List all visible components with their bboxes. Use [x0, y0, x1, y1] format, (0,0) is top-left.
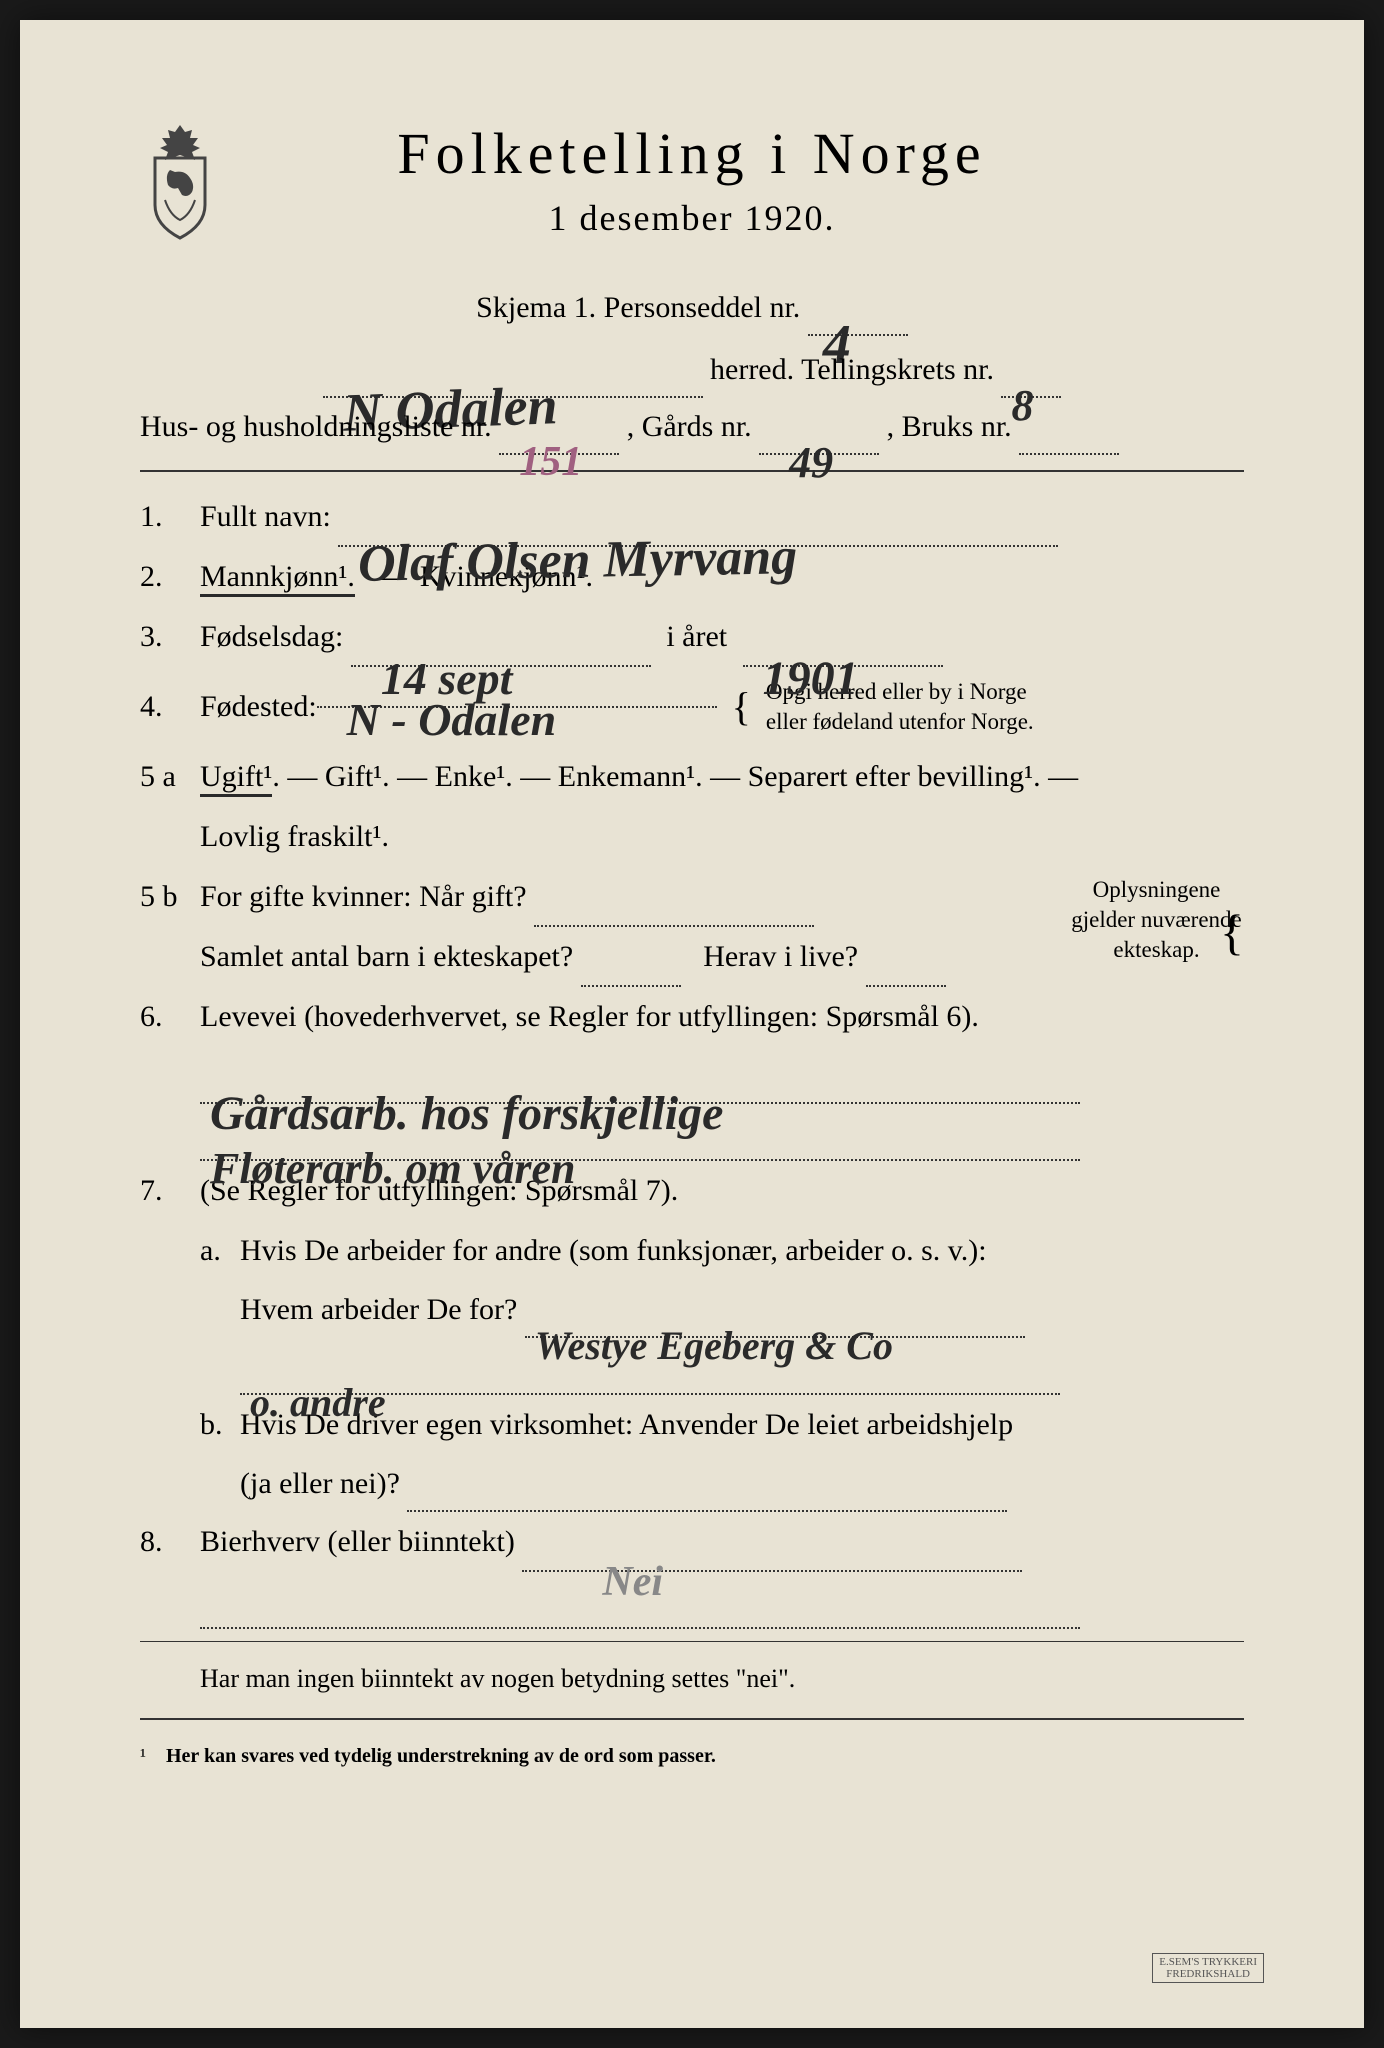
q7b-row2: (ja eller nei)?: [140, 1455, 1244, 1512]
footnote-bold: understrekning av de ord som passer.: [397, 1745, 716, 1767]
q5a-opts2: Lovlig fraskilt¹.: [200, 807, 1244, 867]
q3-year-label: i året: [666, 620, 727, 653]
q5a-row2: Lovlig fraskilt¹.: [140, 807, 1244, 867]
bottom-note: Har man ingen biinntekt av nogen betydni…: [140, 1654, 1244, 1703]
q4-value: N - Odalen: [347, 674, 557, 766]
q8-blank: [140, 1572, 1244, 1629]
footnote: ¹ Her kan svares ved tydelig understrekn…: [140, 1745, 1244, 1768]
q1-label: Fullt navn:: [200, 500, 331, 533]
bruks-label: , Bruks nr.: [887, 410, 1012, 443]
printer-l2: FREDRIKSHALD: [1166, 1968, 1250, 1980]
q4-row: 4. Fødested: N - Odalen { Opgi herred el…: [140, 667, 1244, 747]
q2-num: 2.: [140, 547, 200, 607]
q5b-row1: 5 b For gifte kvinner: Når gift? { Oplys…: [140, 867, 1244, 927]
q7a-value2: o. andre: [250, 1365, 386, 1441]
q8-label: Bierhverv (eller biinntekt): [200, 1525, 515, 1558]
q6-answer2: Fløterarb. om våren: [140, 1104, 1244, 1161]
divider: [140, 470, 1244, 472]
q7a-l1: Hvis De arbeider for andre (som funksjon…: [240, 1221, 1244, 1281]
q5b-note-l3: ekteskap.: [1113, 937, 1199, 962]
q7a-l2: Hvem arbeider De for?: [240, 1293, 517, 1326]
form-header: Folketelling i Norge 1 desember 1920.: [140, 120, 1244, 239]
q3-label: Fødselsdag:: [200, 620, 343, 653]
q5a-row: 5 a Ugift¹. — Gift¹. — Enke¹. — Enkemann…: [140, 747, 1244, 807]
q7b-l1: Hvis De driver egen virksomhet: Anvender…: [240, 1395, 1244, 1455]
q7a-letter: a.: [200, 1221, 240, 1281]
q7b-l2: (ja eller nei)?: [240, 1467, 400, 1500]
q5b-label3: Herav i live?: [703, 940, 858, 973]
footnote-pre: Her kan svares ved tydelig: [166, 1745, 397, 1767]
q7b-letter: b.: [200, 1395, 240, 1455]
q5b-note-l2: gjelder nuværende: [1071, 907, 1242, 932]
q6-row: 6. Levevei (hovederhvervet, se Regler fo…: [140, 987, 1244, 1047]
printer-l1: E.SEM'S TRYKKERI: [1159, 1956, 1257, 1968]
q5b-num: 5 b: [140, 867, 200, 927]
q2-mannkjonn: Mannkjønn¹.: [200, 560, 355, 597]
q8-row: 8. Bierhverv (eller biinntekt) Nei: [140, 1512, 1244, 1572]
q5b-label1: For gifte kvinner: Når gift?: [200, 880, 527, 913]
q6-label: Levevei (hovederhvervet, se Regler for u…: [200, 987, 1244, 1047]
q6-num: 6.: [140, 987, 200, 1047]
coat-of-arms-icon: [130, 120, 230, 240]
q7-num: 7.: [140, 1161, 200, 1221]
q6-value2: Fløterarb. om våren: [210, 1127, 575, 1211]
liste-nr: 151: [519, 423, 582, 503]
printer-mark: E.SEM'S TRYKKERI FREDRIKSHALD: [1152, 1953, 1264, 1983]
q3-num: 3.: [140, 607, 200, 667]
q7a-row1: a. Hvis De arbeider for andre (som funks…: [140, 1221, 1244, 1281]
divider-bottom: [140, 1718, 1244, 1720]
herred-label: herred. Tellingskrets nr.: [710, 353, 994, 386]
q8-num: 8.: [140, 1512, 200, 1572]
q6-answer1: Gårdsarb. hos forskjellige: [140, 1047, 1244, 1104]
q5a-opts: Ugift¹. — Gift¹. — Enke¹. — Enkemann¹. —…: [200, 760, 1078, 797]
q1-value: Olaf Olsen Myrvang: [357, 505, 798, 617]
form-date: 1 desember 1920.: [140, 197, 1244, 239]
divider-thin: [140, 1641, 1244, 1642]
q5a-num: 5 a: [140, 747, 200, 807]
q1-row: 1. Fullt navn: Olaf Olsen Myrvang: [140, 487, 1244, 547]
footnote-marker: ¹: [140, 1745, 146, 1767]
q3-row: 3. Fødselsdag: 14 sept i året 1901: [140, 607, 1244, 667]
husholdning-line: Hus- og husholdningsliste nr. 151 , Gård…: [140, 398, 1244, 455]
herred-line: N Odalen herred. Tellingskrets nr. 8: [140, 341, 1244, 398]
q3-year: 1901: [763, 631, 859, 727]
q7a-row3: o. andre: [140, 1338, 1244, 1395]
census-form-page: Folketelling i Norge 1 desember 1920. Sk…: [20, 20, 1364, 2028]
gards-label: , Gårds nr.: [627, 410, 752, 443]
schema-line: Skjema 1. Personseddel nr. 4: [140, 279, 1244, 336]
q4-label: Fødested:: [200, 677, 317, 737]
gards-nr: 49: [789, 421, 833, 505]
husholdning-label: Hus- og husholdningsliste nr.: [140, 410, 492, 443]
q1-num: 1.: [140, 487, 200, 547]
q7a-row2: Hvem arbeider De for? Westye Egeberg & C…: [140, 1281, 1244, 1338]
form-title: Folketelling i Norge: [140, 120, 1244, 187]
q5b-label2: Samlet antal barn i ekteskapet?: [200, 940, 573, 973]
q5b-note-l1: Oplysningene: [1093, 877, 1221, 902]
schema-label: Skjema 1. Personseddel nr.: [476, 291, 800, 324]
q4-num: 4.: [140, 677, 200, 737]
